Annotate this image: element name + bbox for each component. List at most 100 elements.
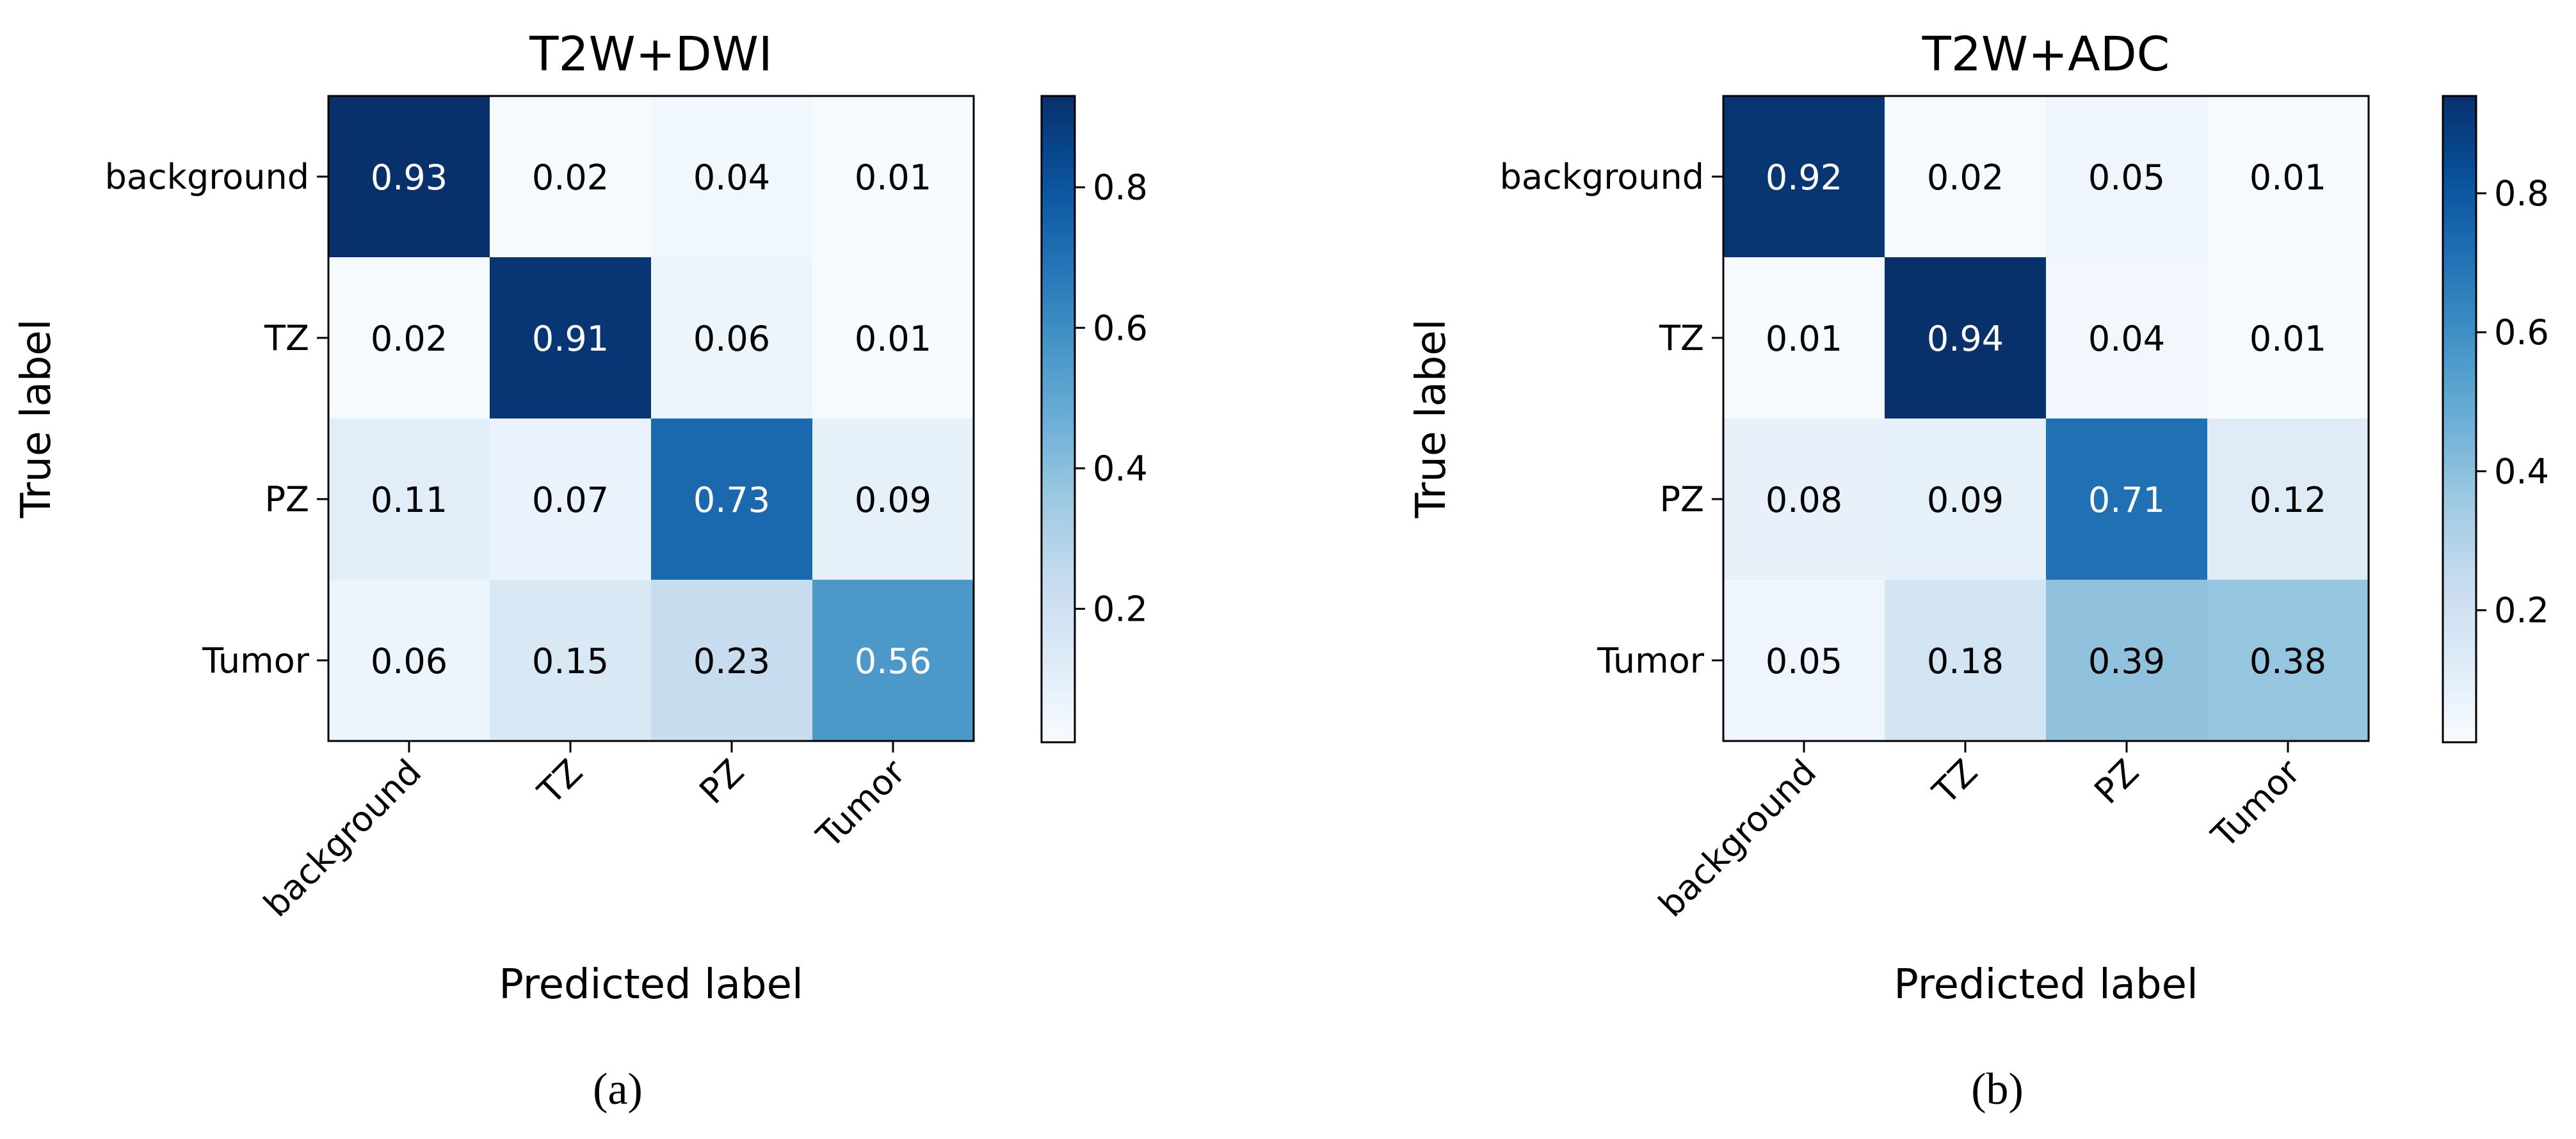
heatmap-cell bbox=[328, 418, 490, 580]
x-tick-label: TZ bbox=[1924, 752, 1985, 813]
y-axis-label: True label bbox=[1408, 319, 1455, 518]
y-tick-label: PZ bbox=[264, 479, 309, 520]
heatmap-cell bbox=[490, 257, 651, 418]
heatmap-cell bbox=[490, 96, 651, 257]
cell-value-label: 0.71 bbox=[2088, 480, 2165, 520]
heatmap-cell bbox=[1885, 580, 2046, 741]
colorbar-tick-label: 0.6 bbox=[1093, 308, 1148, 348]
cell-value-label: 0.39 bbox=[2088, 641, 2165, 681]
heatmap-cell bbox=[1723, 418, 1885, 580]
y-tick-label: PZ bbox=[1659, 479, 1704, 520]
heatmap-cell bbox=[812, 418, 974, 580]
cell-value-label: 0.09 bbox=[1927, 480, 2004, 520]
heatmap-cell bbox=[490, 580, 651, 741]
heatmap-cell bbox=[328, 257, 490, 418]
chart-title: T2W+ADC bbox=[1922, 27, 2170, 82]
cell-value-label: 0.91 bbox=[532, 319, 609, 359]
cell-value-label: 0.23 bbox=[693, 641, 770, 681]
colorbar-tick-label: 0.8 bbox=[1093, 168, 1148, 208]
cell-value-label: 0.92 bbox=[1766, 157, 1842, 198]
cell-value-label: 0.01 bbox=[2250, 319, 2326, 359]
plot-frame bbox=[1722, 95, 2370, 742]
chart-title: T2W+DWI bbox=[529, 27, 772, 82]
cell-value-label: 0.07 bbox=[532, 480, 609, 520]
cell-value-label: 0.12 bbox=[2250, 480, 2326, 520]
cell-value-label: 0.05 bbox=[2088, 157, 2165, 198]
heatmap-cell bbox=[812, 96, 974, 257]
cell-value-label: 0.11 bbox=[371, 480, 447, 520]
y-tick-label: Tumor bbox=[202, 641, 310, 681]
confusion-matrix-panel-2: T2W+ADC 0.92 0.02 0.05 0.01 0.01 0.94 0.04 0.01 0… bbox=[1408, 27, 2549, 1114]
heatmap-cell bbox=[2207, 257, 2369, 418]
cell-value-label: 0.04 bbox=[2088, 319, 2165, 359]
colorbar-tick-label: 0.8 bbox=[2494, 173, 2549, 214]
colorbar bbox=[1040, 95, 1076, 744]
y-tick-label: background bbox=[1500, 157, 1704, 197]
heatmap-cell bbox=[1885, 96, 2046, 257]
confusion-matrix-panel-1: T2W+DWI 0.93 0.02 0.04 0.01 0.02 0.91 0.06 0.01 0… bbox=[13, 27, 1148, 1114]
y-tick-label: TZ bbox=[1659, 318, 1704, 358]
x-tick-label: TZ bbox=[529, 752, 590, 813]
panel-caption: (a) bbox=[593, 1065, 643, 1114]
cell-value-label: 0.09 bbox=[855, 480, 931, 520]
heatmap-cell bbox=[328, 96, 490, 257]
y-tick-label: background bbox=[105, 157, 309, 197]
cell-value-label: 0.93 bbox=[371, 157, 447, 198]
cell-value-label: 0.05 bbox=[1766, 641, 1842, 681]
cell-value-label: 0.56 bbox=[855, 641, 931, 681]
x-axis-label: Predicted label bbox=[1894, 961, 2198, 1008]
x-axis-label: Predicted label bbox=[499, 961, 803, 1008]
heatmap-cell bbox=[1885, 257, 2046, 418]
cell-value-label: 0.18 bbox=[1927, 641, 2004, 681]
cell-value-label: 0.15 bbox=[532, 641, 609, 681]
heatmap-cell bbox=[651, 418, 812, 580]
cell-value-label: 0.06 bbox=[693, 319, 770, 359]
cell-value-label: 0.04 bbox=[693, 157, 770, 198]
heatmap-cell bbox=[2207, 96, 2369, 257]
y-axis-label: True label bbox=[13, 319, 60, 518]
x-tick-label: PZ bbox=[691, 752, 752, 812]
cell-value-label: 0.01 bbox=[2250, 157, 2326, 198]
colorbar-tick-label: 0.4 bbox=[2494, 451, 2549, 491]
x-tick-label: Tumor bbox=[809, 751, 914, 856]
y-tick-label: Tumor bbox=[1597, 641, 1705, 681]
heatmap-cell bbox=[651, 257, 812, 418]
colorbar bbox=[2442, 95, 2477, 744]
x-tick-label: PZ bbox=[2086, 752, 2146, 812]
heatmap-cell bbox=[1723, 580, 1885, 741]
cell-value-label: 0.02 bbox=[1927, 157, 2004, 198]
cell-value-label: 0.38 bbox=[2250, 641, 2326, 681]
y-tick-label: TZ bbox=[264, 318, 309, 358]
heatmap-cell bbox=[2207, 418, 2369, 580]
x-tick-label: Tumor bbox=[2203, 751, 2308, 856]
heatmap-cell bbox=[1723, 96, 1885, 257]
cell-value-label: 0.94 bbox=[1927, 319, 2004, 359]
heatmap-cell bbox=[812, 580, 974, 741]
heatmap-cell bbox=[490, 418, 651, 580]
heatmap-cell bbox=[2046, 418, 2207, 580]
heatmap-cell bbox=[1885, 418, 2046, 580]
heatmap-cell bbox=[651, 96, 812, 257]
heatmap-cell bbox=[2046, 257, 2207, 418]
heatmap-cell bbox=[2207, 580, 2369, 741]
x-tick-label: background bbox=[1651, 752, 1824, 925]
heatmap-cell bbox=[651, 580, 812, 741]
panel-caption: (b) bbox=[1971, 1065, 2024, 1114]
colorbar-tick-label: 0.6 bbox=[2494, 312, 2549, 353]
cell-value-label: 0.73 bbox=[693, 480, 770, 520]
cell-value-label: 0.02 bbox=[532, 157, 609, 198]
plot-frame bbox=[327, 95, 975, 742]
cell-value-label: 0.08 bbox=[1766, 480, 1842, 520]
heatmap-cell bbox=[812, 257, 974, 418]
cell-value-label: 0.01 bbox=[855, 319, 931, 359]
heatmap-cell bbox=[2046, 580, 2207, 741]
colorbar-tick-label: 0.4 bbox=[1093, 449, 1148, 489]
heatmap-cell bbox=[2046, 96, 2207, 257]
colorbar-tick-label: 0.2 bbox=[1093, 589, 1148, 629]
heatmap-cell bbox=[328, 580, 490, 741]
colorbar-tick-label: 0.2 bbox=[2494, 591, 2549, 631]
x-tick-label: background bbox=[256, 752, 429, 925]
heatmap-cell bbox=[1723, 257, 1885, 418]
cell-value-label: 0.01 bbox=[1766, 319, 1842, 359]
